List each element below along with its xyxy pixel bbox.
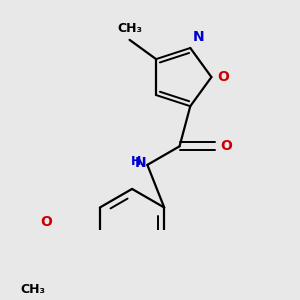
Text: H: H xyxy=(130,155,141,168)
Text: O: O xyxy=(40,215,52,229)
Text: N: N xyxy=(135,156,146,170)
Text: CH₃: CH₃ xyxy=(117,22,142,34)
Text: O: O xyxy=(220,139,232,153)
Text: O: O xyxy=(217,70,229,84)
Text: N: N xyxy=(193,30,204,44)
Text: CH₃: CH₃ xyxy=(20,284,45,296)
